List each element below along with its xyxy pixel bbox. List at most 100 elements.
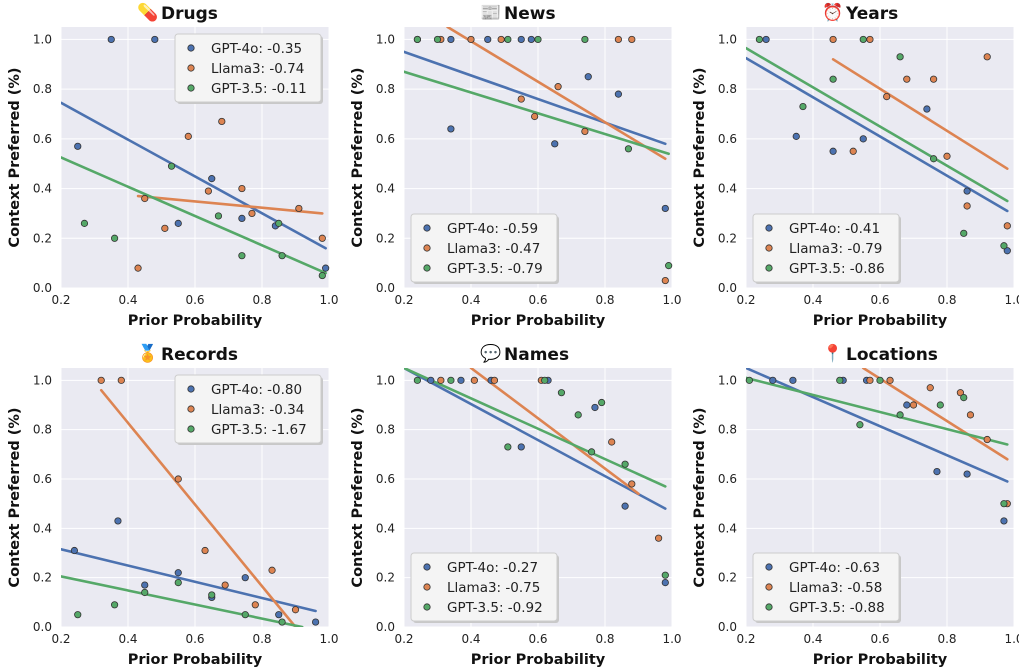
legend-entry: GPT-4o: -0.35	[211, 41, 302, 57]
legend-box	[174, 33, 322, 103]
data-point-llama3	[184, 132, 192, 140]
data-point-gpt4o	[238, 214, 246, 222]
data-point-gpt35	[621, 460, 629, 468]
data-point-gpt35	[413, 376, 421, 384]
legend-marker-gpt35	[423, 264, 431, 272]
data-point-gpt4o	[903, 401, 911, 409]
legend: GPT-4o: -0.27 Llama3: -0.75 GPT-3.5: -0.92	[410, 552, 559, 623]
data-point-gpt4o	[591, 403, 599, 412]
data-point-gpt4o	[70, 546, 79, 555]
legend-marker-gpt35	[423, 603, 431, 611]
legend-entry: GPT-3.5: -1.67	[211, 422, 307, 438]
x-tick-label: 0.4	[803, 632, 822, 646]
data-point-gpt35	[745, 376, 753, 384]
fit-line-gpt4o	[746, 368, 1009, 483]
legend-marker-gpt4o	[765, 224, 773, 232]
data-point-llama3	[490, 376, 499, 384]
fit-line-gpt35	[746, 46, 1009, 203]
data-point-llama3	[467, 35, 475, 44]
data-point-gpt4o	[322, 264, 330, 272]
data-point-llama3	[929, 75, 938, 83]
fit-line-gpt35	[746, 376, 1009, 446]
data-point-gpt35	[896, 53, 904, 61]
plot-marks	[61, 388, 317, 627]
data-point-llama3	[531, 112, 539, 121]
x-tick-label: 0.2	[736, 293, 755, 307]
data-point-llama3	[943, 152, 951, 160]
data-point-gpt35	[541, 376, 549, 384]
data-point-llama3	[966, 411, 975, 419]
data-point-llama3	[221, 581, 229, 589]
x-tick-label: 0.6	[185, 632, 204, 646]
data-point-llama3	[866, 35, 874, 44]
data-point-llama3	[614, 35, 623, 44]
legend-marker-llama3	[423, 244, 431, 252]
data-point-gpt35	[278, 618, 286, 626]
data-point-llama3	[956, 389, 965, 397]
data-point-gpt4o	[447, 35, 455, 44]
data-point-llama3	[628, 35, 636, 44]
y-tick-label: 0.6	[718, 132, 737, 146]
data-point-gpt4o	[517, 35, 525, 44]
plot-marks	[746, 46, 1009, 213]
y-tick-label: 1.0	[33, 373, 52, 387]
data-point-gpt4o	[241, 574, 249, 582]
data-point-gpt4o	[963, 470, 971, 478]
data-point-gpt4o	[114, 517, 122, 525]
data-point-gpt35	[581, 35, 589, 44]
data-point-gpt35	[836, 376, 844, 384]
data-point-llama3	[295, 204, 303, 213]
x-tick-label: 1.0	[662, 293, 681, 307]
data-point-llama3	[161, 224, 169, 232]
panel-title: Records	[161, 345, 238, 365]
data-point-gpt35	[534, 35, 542, 44]
legend-marker-gpt4o	[765, 563, 773, 571]
fit-line-gpt4o	[404, 50, 667, 146]
panel-title: News	[504, 4, 556, 24]
data-point-gpt35	[557, 389, 566, 397]
x-tick-label: 0.4	[803, 293, 822, 307]
medal-icon: 🏅	[137, 343, 158, 364]
data-point-gpt35	[876, 376, 884, 384]
y-tick-label: 0.4	[718, 521, 737, 535]
data-point-gpt35	[665, 262, 673, 270]
legend-marker-gpt35	[187, 425, 195, 433]
legend-marker-gpt4o	[187, 44, 195, 52]
data-point-llama3	[470, 376, 478, 384]
x-tick-label: 0.8	[595, 293, 614, 307]
data-point-gpt4o	[661, 204, 669, 213]
y-tick-label: 0.4	[376, 182, 395, 196]
data-point-gpt4o	[621, 502, 629, 510]
data-point-llama3	[886, 376, 894, 384]
data-point-gpt35	[241, 611, 249, 619]
x-tick-label: 0.6	[528, 293, 547, 307]
data-point-gpt35	[960, 229, 968, 237]
data-point-llama3	[291, 606, 300, 614]
data-point-llama3	[983, 435, 991, 444]
x-tick-label: 0.2	[394, 293, 413, 307]
data-point-gpt35	[624, 145, 633, 153]
x-tick-label: 0.6	[528, 632, 547, 646]
legend-entry: GPT-4o: -0.27	[447, 560, 538, 576]
data-point-gpt4o	[107, 35, 115, 44]
data-point-llama3	[866, 376, 874, 384]
y-tick-label: 0.0	[376, 620, 395, 634]
y-tick-label: 0.8	[33, 82, 52, 96]
x-tick-label: 0.8	[252, 293, 271, 307]
data-point-gpt35	[829, 75, 837, 83]
data-point-llama3	[963, 202, 971, 210]
legend-marker-llama3	[187, 64, 195, 72]
fit-line-gpt35	[61, 575, 304, 627]
legend: GPT-4o: -0.80 Llama3: -0.34 GPT-3.5: -1.67	[174, 374, 323, 445]
y-tick-label: 0.2	[376, 571, 395, 585]
x-tick-label: 0.8	[252, 632, 271, 646]
data-point-llama3	[437, 376, 445, 384]
x-axis-label: Prior Probability	[471, 652, 606, 668]
y-tick-label: 0.6	[376, 472, 395, 486]
panel-title: Names	[504, 345, 569, 365]
data-point-llama3	[204, 187, 212, 195]
x-tick-label: 0.4	[118, 293, 137, 307]
